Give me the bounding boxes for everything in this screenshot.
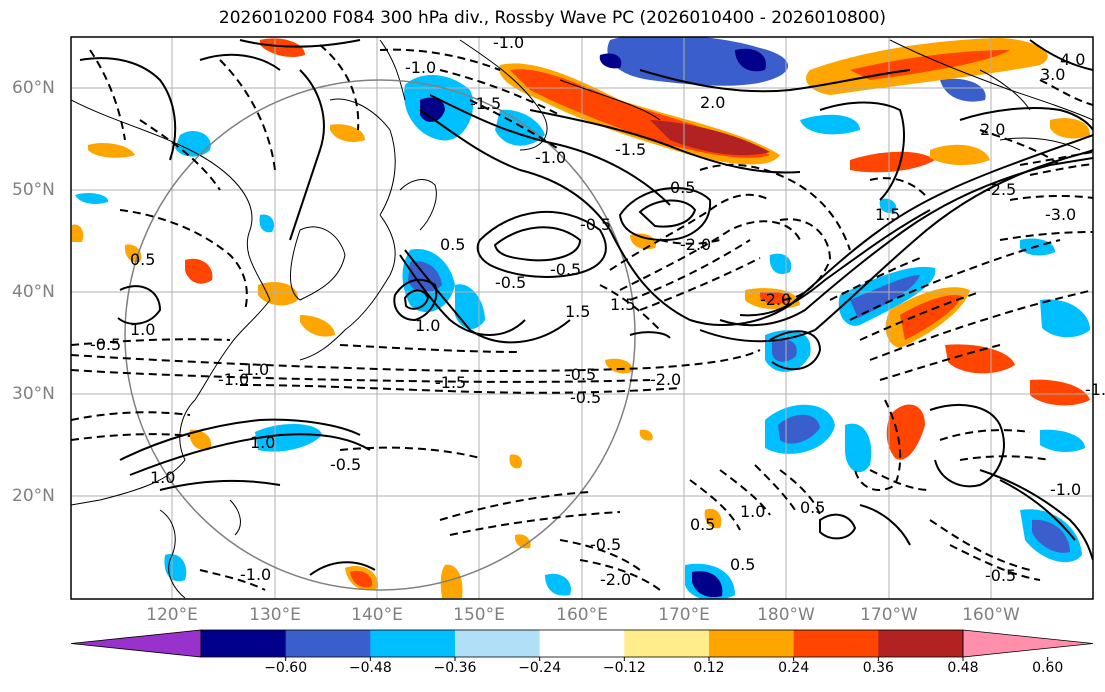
colorbar-segment: [455, 630, 541, 657]
contour-label: -1.0: [535, 148, 567, 167]
contour-label: 0.5: [440, 235, 466, 254]
contour-label: -2.0: [680, 235, 712, 254]
reference-circle: [124, 79, 636, 591]
colorbar-segment: [709, 630, 795, 657]
contour-label: 0.5: [670, 178, 696, 197]
colorbar-segment: [285, 630, 371, 657]
contour-label: -2.0: [650, 370, 682, 389]
map-frame: [70, 36, 1094, 600]
colorbar-segments: [70, 629, 1094, 661]
contour-label: -1.5: [615, 140, 647, 159]
contour-label: 0.5: [800, 498, 826, 517]
contour-label: 1.5: [610, 295, 636, 314]
colorbar-tick-label: 0.60: [1032, 660, 1064, 676]
contour-label: 3.0: [1040, 65, 1066, 84]
contour-label: 2.0: [700, 93, 726, 112]
map-title: 2026010200 F084 300 hPa div., Rossby Wav…: [218, 8, 887, 28]
lon-label-160w: 160°W: [962, 605, 1020, 625]
dashed-contours: [71, 44, 1093, 591]
contour-label: 1.5: [565, 302, 591, 321]
contour-label: -0.5: [580, 215, 612, 234]
lat-label-40n: 40°N: [12, 282, 55, 302]
colorbar-extend-low: [70, 629, 202, 658]
lon-label-150e: 150°E: [453, 605, 505, 625]
contour-label: -0.5: [590, 535, 622, 554]
contour-label: 0.5: [130, 250, 156, 269]
contour-label: 0.5: [690, 515, 716, 534]
contour-label: -1.0: [493, 33, 525, 52]
colorbar-tick-label: −0.36: [433, 660, 477, 676]
contour-label: -2.0: [600, 570, 632, 589]
coastlines: [71, 39, 1093, 599]
lat-label-30n: 30°N: [12, 384, 55, 404]
contour-label: -1.0: [218, 370, 250, 389]
colorbar-tick-label: −0.60: [264, 660, 308, 676]
colorbar-tick-label: −0.12: [602, 660, 646, 676]
colorbar-segment: [624, 630, 710, 657]
contour-label: -1.0: [238, 360, 270, 379]
contour-label: -1.5: [470, 94, 502, 113]
lon-label-130e: 130°E: [249, 605, 301, 625]
contour-label: -1.5: [1085, 380, 1105, 399]
colorbar-tick-label: 0.24: [778, 660, 810, 676]
contour-label: -0.5: [570, 388, 602, 407]
colorbar-segment: [793, 630, 879, 657]
lon-label-180w: 180°W: [757, 605, 815, 625]
contour-label: -3.0: [1045, 205, 1077, 224]
lon-label-120e: 120°E: [146, 605, 198, 625]
contour-label: 2.0: [980, 120, 1006, 139]
lat-label-20n: 20°N: [12, 486, 55, 506]
contour-label: 1.5: [875, 205, 901, 224]
contour-label: -1.5: [435, 373, 467, 392]
lon-label-170e: 170°E: [658, 605, 710, 625]
colorbar-segment: [201, 630, 287, 657]
lat-label-60n: 60°N: [12, 78, 55, 98]
contour-label: -0.5: [495, 273, 527, 292]
contour-label: 1.0: [250, 433, 276, 452]
colorbar-tick-label: 0.12: [693, 660, 725, 676]
contour-lines: [79, 39, 1093, 576]
contour-label: 4.0: [1060, 50, 1086, 69]
contour-label: -1.0: [1050, 480, 1082, 499]
contour-label: 0.5: [730, 555, 756, 574]
colorbar-segment: [878, 630, 964, 657]
colorbar-tick-label: 0.36: [862, 660, 894, 676]
contour-label: 1.0: [150, 468, 176, 487]
contour-label: -2.0: [760, 290, 792, 309]
colorbar-extend-high: [962, 629, 1094, 658]
contour-label: -0.5: [565, 365, 597, 384]
lon-label-170w: 170°W: [860, 605, 918, 625]
colorbar-segment: [370, 630, 456, 657]
contour-label: 1.0: [415, 316, 441, 335]
colorbar-tick-label: 0.48: [947, 660, 979, 676]
contour-label: -0.5: [330, 455, 362, 474]
colorbar-tick-label: −0.24: [518, 660, 562, 676]
contour-label: -0.5: [550, 260, 582, 279]
contour-label: -1.0: [405, 58, 437, 77]
colorbar-segment: [539, 630, 625, 657]
lon-label-160e: 160°E: [556, 605, 608, 625]
contour-label: -2.5: [985, 180, 1017, 199]
contour-label: 1.0: [740, 502, 766, 521]
contour-label: 1.0: [130, 320, 156, 339]
contour-label: -1.0: [240, 565, 272, 584]
lat-label-50n: 50°N: [12, 180, 55, 200]
colorbar-tick-label: −0.48: [348, 660, 392, 676]
lon-label-140e: 140°E: [351, 605, 403, 625]
contour-label: -0.5: [90, 335, 122, 354]
contour-label: -0.5: [985, 566, 1017, 585]
